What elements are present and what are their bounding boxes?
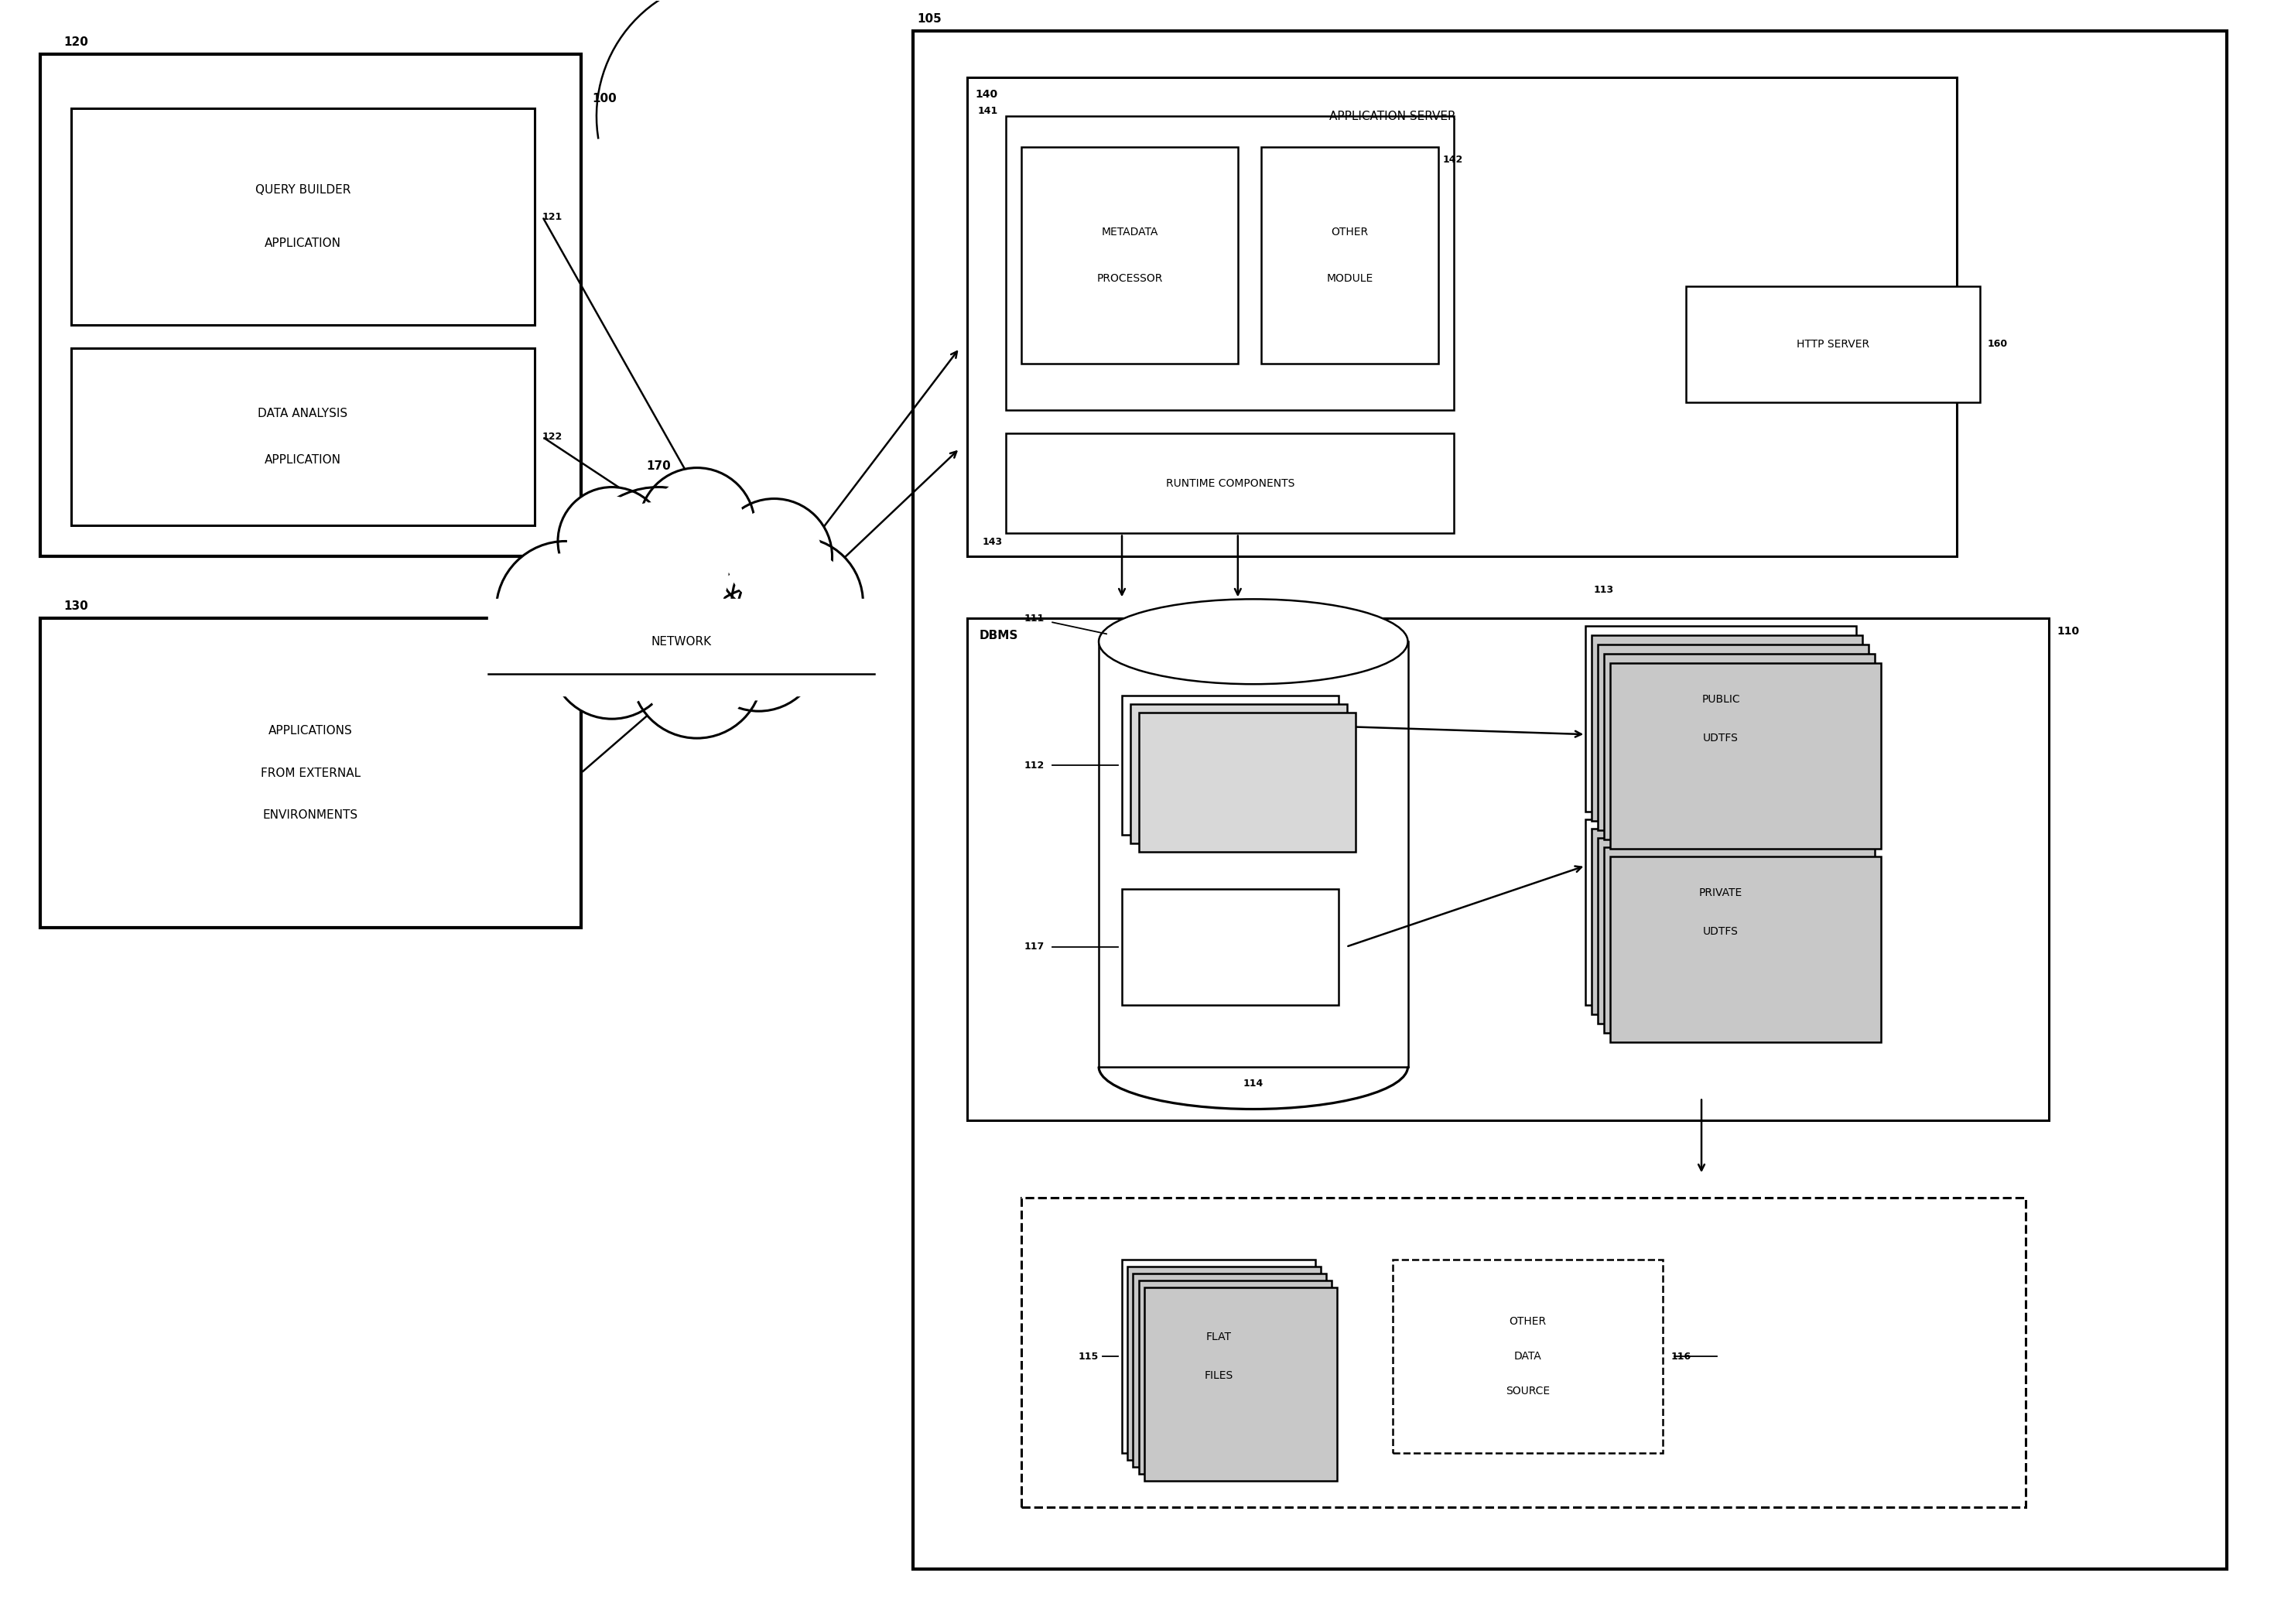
Circle shape	[728, 508, 821, 604]
Bar	[1610, 663, 1881, 849]
Text: 114: 114	[1244, 1078, 1264, 1088]
Bar	[1121, 1260, 1314, 1453]
Bar	[914, 31, 2226, 1569]
Text: 142: 142	[1442, 154, 1462, 166]
Text: 140: 140	[976, 89, 998, 101]
Bar	[1599, 645, 1869, 830]
Text: OTHER: OTHER	[1330, 227, 1369, 237]
Text: 120: 120	[64, 37, 89, 49]
Circle shape	[562, 606, 662, 708]
Bar	[1592, 635, 1862, 820]
Text: DATA ANALYSIS: DATA ANALYSIS	[257, 408, 348, 419]
Bar	[1392, 1260, 1662, 1453]
Bar	[966, 619, 2049, 1121]
Bar	[1592, 828, 1862, 1013]
Text: SOURCE: SOURCE	[1505, 1385, 1549, 1397]
Text: FLAT: FLAT	[1205, 1332, 1230, 1343]
Bar	[1603, 848, 1874, 1033]
Bar	[1005, 434, 1453, 533]
Bar	[1599, 838, 1869, 1023]
Circle shape	[557, 487, 666, 596]
Text: UDTFS: UDTFS	[1703, 926, 1740, 937]
Circle shape	[644, 619, 750, 726]
Text: 160: 160	[1987, 339, 2008, 349]
Text: PUBLIC: PUBLIC	[1701, 693, 1740, 705]
Circle shape	[568, 497, 657, 586]
Bar	[1021, 148, 1237, 364]
Bar	[1610, 856, 1881, 1043]
Text: PROCESSOR: PROCESSOR	[1096, 273, 1162, 284]
Text: 121: 121	[543, 211, 562, 222]
Text: FROM EXTERNAL: FROM EXTERNAL	[262, 767, 362, 780]
Bar	[70, 109, 534, 325]
Circle shape	[639, 468, 755, 583]
Bar	[489, 599, 875, 695]
Text: 130: 130	[64, 601, 89, 612]
Bar	[1005, 117, 1453, 409]
Circle shape	[744, 549, 850, 656]
Text: QUERY BUILDER: QUERY BUILDER	[255, 184, 350, 195]
Text: APPLICATION: APPLICATION	[264, 237, 341, 250]
Bar	[41, 619, 582, 927]
Circle shape	[632, 607, 762, 739]
Bar	[41, 54, 582, 557]
Ellipse shape	[1098, 599, 1408, 684]
Text: 100: 100	[591, 93, 616, 104]
Bar	[1121, 695, 1339, 835]
Text: 141: 141	[978, 106, 998, 117]
Bar	[70, 348, 534, 526]
Bar	[1585, 627, 1856, 812]
Circle shape	[716, 499, 832, 614]
Text: 110: 110	[2058, 627, 2078, 637]
Text: METADATA: METADATA	[1101, 227, 1157, 237]
Bar	[1139, 1281, 1333, 1475]
Bar	[1139, 713, 1355, 853]
Text: DBMS: DBMS	[980, 630, 1019, 641]
Text: 112: 112	[1023, 760, 1044, 770]
Text: RUNTIME COMPONENTS: RUNTIME COMPONENTS	[1167, 477, 1294, 489]
Text: APPLICATION: APPLICATION	[264, 455, 341, 466]
Bar	[966, 78, 1956, 557]
Text: 170: 170	[646, 460, 671, 471]
Text: 122: 122	[543, 432, 562, 442]
Circle shape	[509, 554, 623, 667]
Bar	[1021, 1199, 2026, 1507]
Bar	[1603, 654, 1874, 840]
Text: ENVIRONMENTS: ENVIRONMENTS	[264, 810, 359, 822]
Text: UDTFS: UDTFS	[1703, 732, 1740, 744]
Bar	[1128, 1267, 1321, 1460]
Text: OTHER: OTHER	[1510, 1315, 1546, 1327]
Text: 117: 117	[1023, 942, 1044, 952]
Text: 143: 143	[982, 538, 1003, 547]
Text: 116: 116	[1671, 1351, 1692, 1361]
Text: 113: 113	[1594, 585, 1615, 596]
Text: APPLICATIONS: APPLICATIONS	[268, 724, 352, 736]
Text: 105: 105	[916, 13, 941, 24]
Circle shape	[696, 588, 821, 711]
Bar	[1262, 148, 1439, 364]
Text: FILES: FILES	[1205, 1371, 1233, 1380]
Text: HTTP SERVER: HTTP SERVER	[1796, 339, 1869, 349]
Circle shape	[550, 596, 673, 719]
Bar	[1585, 820, 1856, 1005]
Circle shape	[732, 538, 864, 669]
Bar	[1130, 705, 1346, 843]
Bar	[1132, 1273, 1326, 1466]
Circle shape	[589, 502, 728, 641]
Text: 115: 115	[1078, 1351, 1098, 1361]
Circle shape	[496, 541, 634, 680]
Text: PRIVATE: PRIVATE	[1699, 887, 1742, 898]
Text: MODULE: MODULE	[1326, 273, 1373, 284]
Circle shape	[707, 599, 810, 700]
Circle shape	[573, 487, 744, 658]
Text: NETWORK: NETWORK	[650, 637, 712, 648]
Text: 111: 111	[1023, 614, 1044, 624]
Bar	[1144, 1288, 1337, 1481]
Text: DATA: DATA	[1514, 1351, 1542, 1363]
Text: APPLICATION SERVER: APPLICATION SERVER	[1328, 110, 1455, 122]
Bar	[1685, 286, 1981, 403]
Bar	[1121, 888, 1339, 1005]
Circle shape	[650, 477, 744, 573]
